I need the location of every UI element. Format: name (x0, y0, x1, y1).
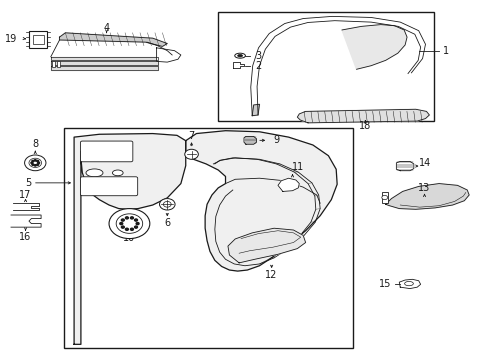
Text: 5: 5 (25, 178, 31, 188)
Polygon shape (232, 62, 244, 68)
Text: 1: 1 (442, 46, 448, 57)
Ellipse shape (112, 170, 123, 176)
Bar (64, 128, 352, 348)
Text: 17: 17 (20, 190, 32, 200)
Text: 11: 11 (292, 162, 304, 172)
Circle shape (38, 162, 40, 163)
Circle shape (130, 217, 133, 219)
Circle shape (32, 164, 34, 165)
Circle shape (31, 162, 33, 163)
Text: 12: 12 (265, 270, 277, 280)
Circle shape (159, 199, 175, 210)
Text: 2: 2 (255, 61, 262, 71)
Circle shape (134, 219, 137, 221)
Circle shape (34, 165, 36, 166)
Text: 14: 14 (418, 158, 430, 168)
Polygon shape (385, 184, 468, 209)
Polygon shape (51, 62, 157, 65)
Bar (218, 12, 433, 121)
Ellipse shape (237, 54, 242, 57)
Circle shape (121, 219, 124, 221)
Circle shape (136, 222, 139, 225)
Polygon shape (156, 48, 181, 62)
Text: 16: 16 (20, 232, 32, 242)
Text: 3: 3 (255, 51, 261, 61)
Circle shape (163, 202, 171, 207)
Circle shape (134, 226, 137, 228)
Text: 10: 10 (123, 233, 135, 243)
Text: 15: 15 (378, 279, 391, 289)
Text: 6: 6 (164, 218, 170, 228)
Text: 13: 13 (418, 183, 430, 193)
Circle shape (37, 164, 39, 165)
Polygon shape (252, 104, 259, 116)
Polygon shape (227, 228, 305, 263)
Circle shape (34, 159, 36, 161)
Polygon shape (185, 131, 336, 271)
Circle shape (184, 149, 198, 159)
Polygon shape (51, 66, 157, 69)
Circle shape (381, 195, 387, 200)
FancyBboxPatch shape (80, 177, 138, 196)
Circle shape (116, 214, 142, 233)
Text: 7: 7 (188, 131, 194, 141)
Bar (381, 192, 387, 203)
Circle shape (24, 155, 46, 171)
Circle shape (37, 160, 39, 162)
Circle shape (120, 222, 122, 225)
Bar (57, 61, 60, 67)
Text: 8: 8 (32, 139, 38, 149)
Circle shape (125, 228, 128, 230)
Polygon shape (297, 109, 428, 123)
Text: 19: 19 (4, 33, 17, 44)
Polygon shape (277, 178, 299, 192)
Text: 18: 18 (359, 121, 371, 131)
Text: 4: 4 (103, 23, 109, 33)
Bar (33, 35, 43, 44)
FancyBboxPatch shape (80, 141, 133, 162)
Circle shape (109, 208, 149, 239)
Ellipse shape (234, 53, 245, 58)
Circle shape (121, 226, 124, 228)
Polygon shape (51, 57, 157, 60)
Circle shape (130, 228, 133, 230)
Text: 9: 9 (272, 135, 279, 145)
Ellipse shape (404, 282, 412, 286)
Ellipse shape (86, 169, 103, 177)
Circle shape (29, 158, 41, 167)
Polygon shape (60, 33, 167, 46)
Polygon shape (74, 134, 185, 344)
Circle shape (32, 160, 34, 162)
Bar (29, 31, 47, 48)
Bar (52, 61, 55, 67)
Circle shape (125, 217, 128, 219)
Polygon shape (341, 24, 406, 69)
